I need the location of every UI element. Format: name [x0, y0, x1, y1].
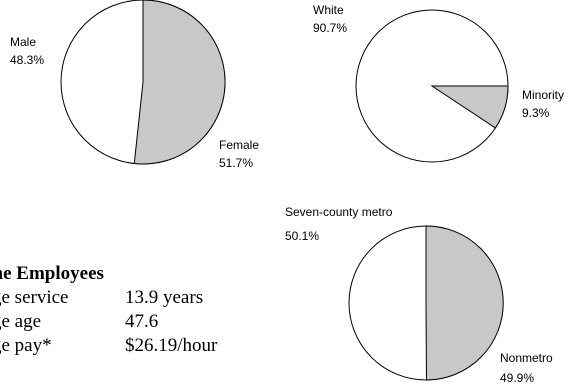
gender-pie: Male 48.3% Female 51.7% — [10, 0, 259, 170]
race-minority-label: Minority — [522, 88, 564, 102]
fact-value: 47.6 — [125, 311, 159, 332]
region-metro-label: Seven-county metro — [285, 205, 393, 219]
fact-label: ge pay* — [0, 335, 52, 356]
gender-female-label: Female — [219, 138, 259, 152]
fact-value: $26.19/hour — [125, 335, 218, 356]
fact-label: ge service — [0, 287, 69, 308]
race-minority-value: 9.3% — [522, 106, 550, 120]
gender-female-value: 51.7% — [219, 156, 253, 170]
region-metro-value: 50.1% — [285, 229, 319, 243]
race-white-label: White — [313, 3, 344, 17]
facts-title: ime Employees — [0, 263, 104, 284]
region-pie: Seven-county metro 50.1% Nonmetro 49.9% — [285, 205, 553, 385]
race-white-value: 90.7% — [313, 21, 347, 35]
gender-male-label: Male — [10, 35, 36, 49]
region-nonmetro-label: Nonmetro — [500, 351, 553, 365]
region-pie-nonmetro-slice — [425, 225, 504, 381]
gender-male-value: 48.3% — [10, 53, 44, 67]
race-pie: White 90.7% Minority 9.3% — [313, 3, 564, 163]
race-pie-minority-slice — [430, 85, 509, 129]
gender-pie-female-slice — [133, 0, 226, 165]
fact-label: ge age — [0, 311, 42, 332]
fact-value: 13.9 years — [125, 287, 204, 308]
region-nonmetro-value: 49.9% — [500, 371, 534, 385]
